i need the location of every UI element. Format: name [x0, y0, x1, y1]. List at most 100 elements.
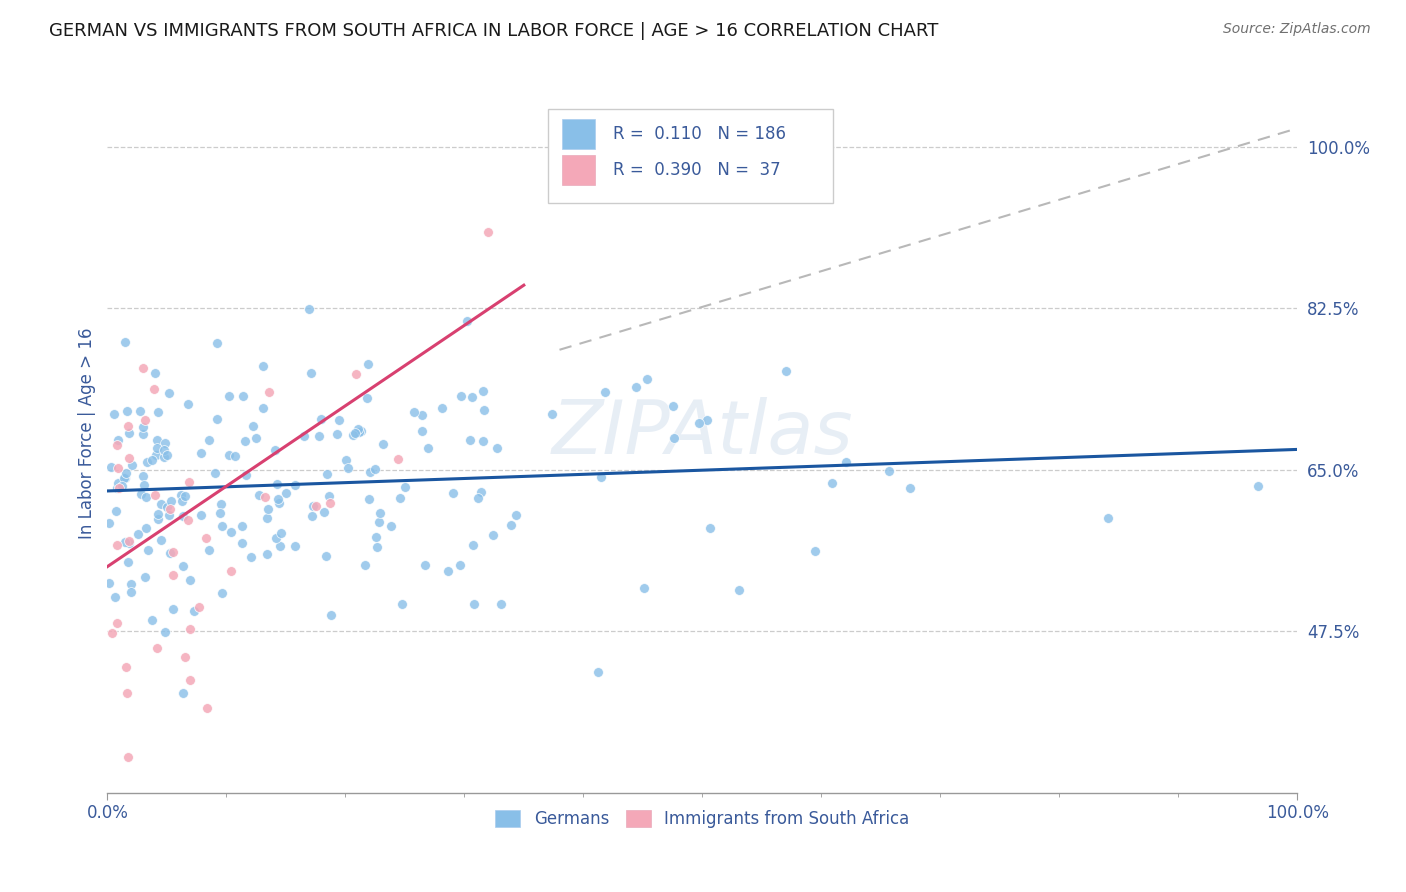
- Point: [135, 455, 157, 469]
- Point: [357, 492, 380, 507]
- Point: [177, 513, 200, 527]
- Point: [145, 448, 167, 462]
- Point: [114, 334, 136, 349]
- Point: [97, 576, 120, 591]
- Text: R =  0.110   N = 186: R = 0.110 N = 186: [613, 125, 786, 143]
- Point: [284, 540, 307, 554]
- Point: [104, 503, 127, 517]
- Point: [353, 558, 375, 572]
- Point: [129, 404, 152, 418]
- Point: [134, 570, 156, 584]
- Point: [263, 442, 285, 457]
- Point: [148, 507, 170, 521]
- Point: [343, 426, 366, 441]
- Point: [239, 550, 262, 565]
- Text: Source: ZipAtlas.com: Source: ZipAtlas.com: [1223, 22, 1371, 37]
- Point: [204, 467, 226, 481]
- Point: [413, 558, 436, 572]
- Point: [97, 516, 120, 531]
- Point: [541, 407, 564, 421]
- Point: [471, 434, 494, 448]
- Point: [458, 433, 481, 447]
- Point: [342, 428, 364, 442]
- Point: [411, 424, 433, 438]
- Point: [141, 452, 163, 467]
- Point: [121, 458, 143, 472]
- Point: [380, 518, 402, 533]
- Point: [129, 487, 152, 501]
- Point: [218, 389, 240, 403]
- Point: [284, 478, 307, 492]
- Point: [366, 530, 388, 544]
- Point: [256, 510, 278, 524]
- Point: [103, 407, 125, 421]
- Point: [364, 462, 387, 476]
- Point: [463, 598, 485, 612]
- Point: [356, 357, 378, 371]
- Point: [209, 506, 232, 520]
- Point: [436, 564, 458, 578]
- Point: [141, 613, 163, 627]
- Point: [157, 386, 180, 401]
- Point: [252, 359, 274, 373]
- Point: [138, 543, 160, 558]
- Point: [411, 408, 433, 422]
- Point: [1247, 478, 1270, 492]
- Point: [177, 475, 200, 490]
- Point: [314, 505, 336, 519]
- Point: [127, 526, 149, 541]
- Text: GERMAN VS IMMIGRANTS FROM SOUTH AFRICA IN LABOR FORCE | AGE > 16 CORRELATION CHA: GERMAN VS IMMIGRANTS FROM SOUTH AFRICA I…: [49, 22, 939, 40]
- Point: [142, 382, 165, 396]
- Point: [219, 565, 242, 579]
- Point: [111, 479, 134, 493]
- Point: [179, 573, 201, 587]
- Point: [114, 471, 136, 485]
- Point: [463, 538, 485, 552]
- Legend: Germans, Immigrants from South Africa: Germans, Immigrants from South Africa: [489, 803, 915, 835]
- Point: [387, 452, 409, 467]
- Point: [190, 508, 212, 523]
- Point: [118, 534, 141, 549]
- Point: [367, 515, 389, 529]
- Point: [172, 509, 194, 524]
- Point: [218, 449, 240, 463]
- Point: [115, 659, 138, 673]
- Point: [347, 425, 370, 440]
- Point: [308, 429, 330, 443]
- Point: [194, 531, 217, 545]
- Point: [114, 471, 136, 485]
- Point: [105, 538, 128, 552]
- Point: [775, 364, 797, 378]
- Point: [159, 546, 181, 560]
- Point: [172, 559, 194, 574]
- Point: [477, 225, 499, 239]
- Point: [328, 413, 350, 427]
- Point: [485, 442, 508, 456]
- Point: [301, 508, 323, 523]
- Point: [586, 665, 609, 680]
- Point: [105, 481, 128, 495]
- Point: [269, 495, 291, 509]
- Point: [274, 486, 297, 500]
- Point: [727, 583, 749, 598]
- Point: [156, 500, 179, 515]
- Point: [205, 412, 228, 426]
- Text: R =  0.390   N =  37: R = 0.390 N = 37: [613, 161, 780, 179]
- Point: [256, 502, 278, 516]
- Point: [804, 544, 827, 558]
- Point: [219, 524, 242, 539]
- Point: [688, 416, 710, 430]
- Point: [633, 581, 655, 595]
- Point: [699, 521, 721, 535]
- Point: [242, 418, 264, 433]
- Point: [153, 450, 176, 464]
- Point: [252, 401, 274, 415]
- Point: [491, 597, 513, 611]
- Point: [174, 650, 197, 665]
- Point: [162, 602, 184, 616]
- Point: [626, 379, 648, 393]
- Point: [456, 314, 478, 328]
- Point: [231, 519, 253, 533]
- Point: [198, 543, 221, 558]
- Point: [157, 508, 180, 522]
